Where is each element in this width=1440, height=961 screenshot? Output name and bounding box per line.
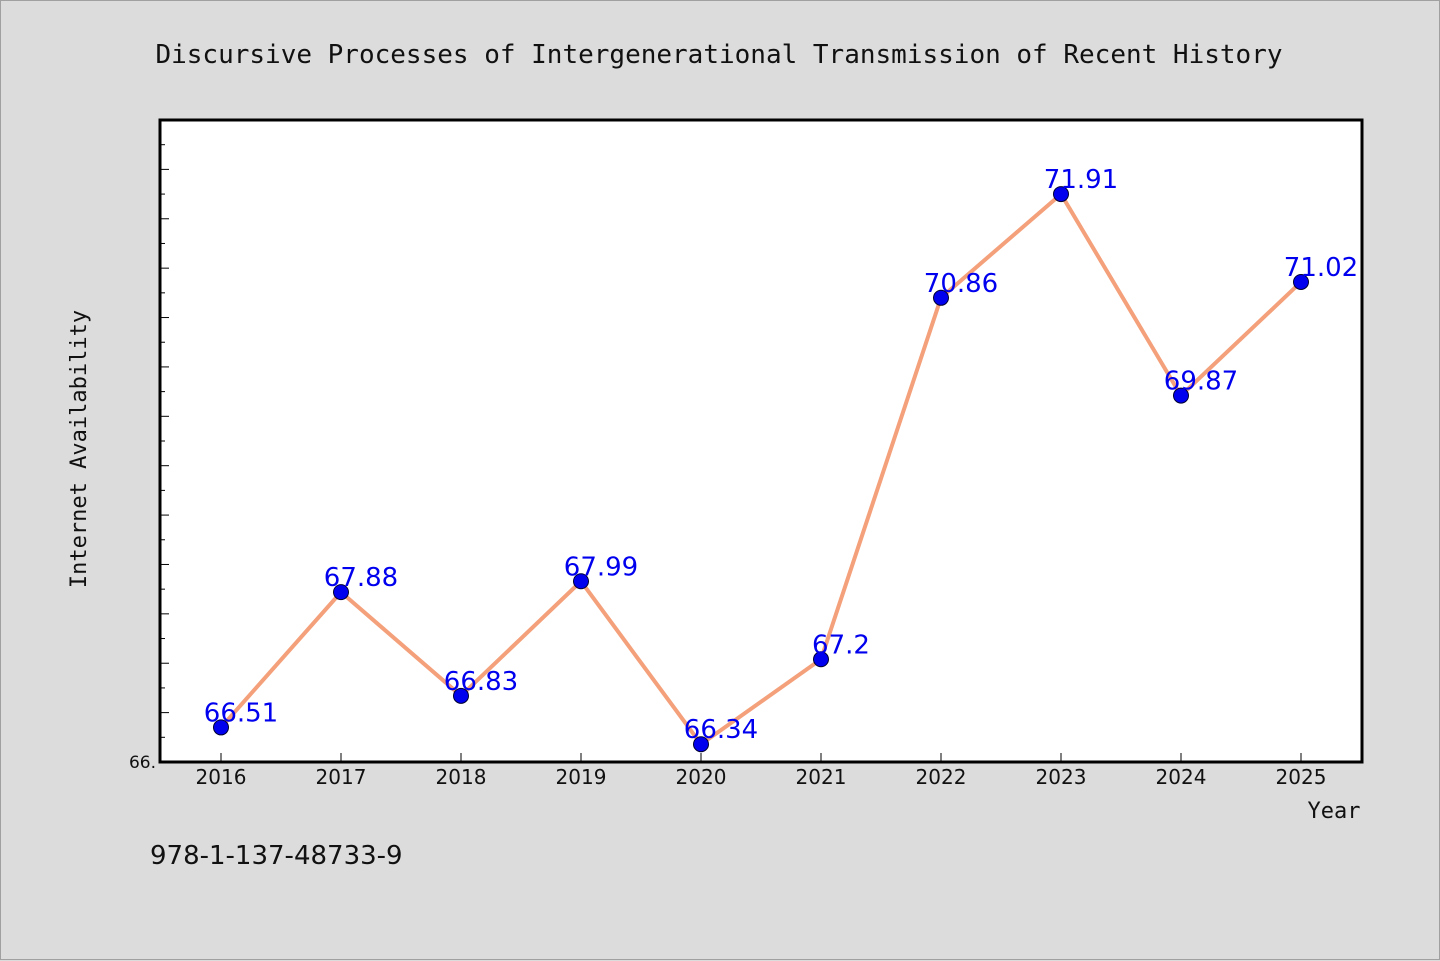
x-axis-label: Year xyxy=(1308,799,1361,824)
y-tick-labels: 66. xyxy=(129,753,156,773)
data-point xyxy=(933,289,949,306)
data-label: 67.88 xyxy=(324,563,398,593)
data-label: 67.2 xyxy=(812,630,870,660)
chart-title: Discursive Processes of Intergenerationa… xyxy=(155,40,1282,70)
data-point xyxy=(813,651,829,668)
data-label: 71.02 xyxy=(1284,253,1358,283)
data-point xyxy=(1293,273,1309,290)
x-tick-label: 2022 xyxy=(916,765,967,789)
data-labels: 66.51 67.88 66.83 67.99 66.34 67.2 70.86 71.91 6… xyxy=(204,165,1358,745)
data-point xyxy=(573,573,589,590)
x-tick-label: 2021 xyxy=(796,765,847,789)
data-label: 69.87 xyxy=(1164,367,1238,397)
y-tick-label: 66. xyxy=(129,753,156,773)
data-point xyxy=(333,584,349,601)
data-label: 67.99 xyxy=(564,552,638,582)
y-axis-label: Internet Availability xyxy=(67,310,92,588)
axis-ticks xyxy=(160,119,1302,763)
data-point xyxy=(1173,387,1189,404)
x-tick-label: 2019 xyxy=(556,765,607,789)
isbn-text: 978-1-137-48733-9 xyxy=(150,841,403,871)
x-tick-label: 2018 xyxy=(436,765,487,789)
data-label: 66.34 xyxy=(684,715,758,745)
plot-area xyxy=(158,118,1364,764)
data-point xyxy=(693,736,709,753)
data-label: 66.83 xyxy=(444,667,518,697)
data-point xyxy=(213,719,229,736)
data-point xyxy=(1053,186,1069,203)
x-tick-label: 2020 xyxy=(676,765,727,789)
x-tick-label: 2023 xyxy=(1036,765,1087,789)
x-tick-label: 2024 xyxy=(1156,765,1207,789)
data-point xyxy=(453,687,469,704)
x-tick-label: 2025 xyxy=(1276,765,1327,789)
x-tick-labels: 2016 2017 2018 2019 2020 2021 2022 2023 2024 2025 xyxy=(196,765,1327,789)
data-label: 71.91 xyxy=(1044,165,1118,195)
x-tick-label: 2016 xyxy=(196,765,247,789)
data-label: 66.51 xyxy=(204,698,278,728)
x-tick-label: 2017 xyxy=(316,765,367,789)
series-line xyxy=(219,192,1303,747)
data-label: 70.86 xyxy=(924,269,998,299)
data-markers xyxy=(213,186,1309,753)
